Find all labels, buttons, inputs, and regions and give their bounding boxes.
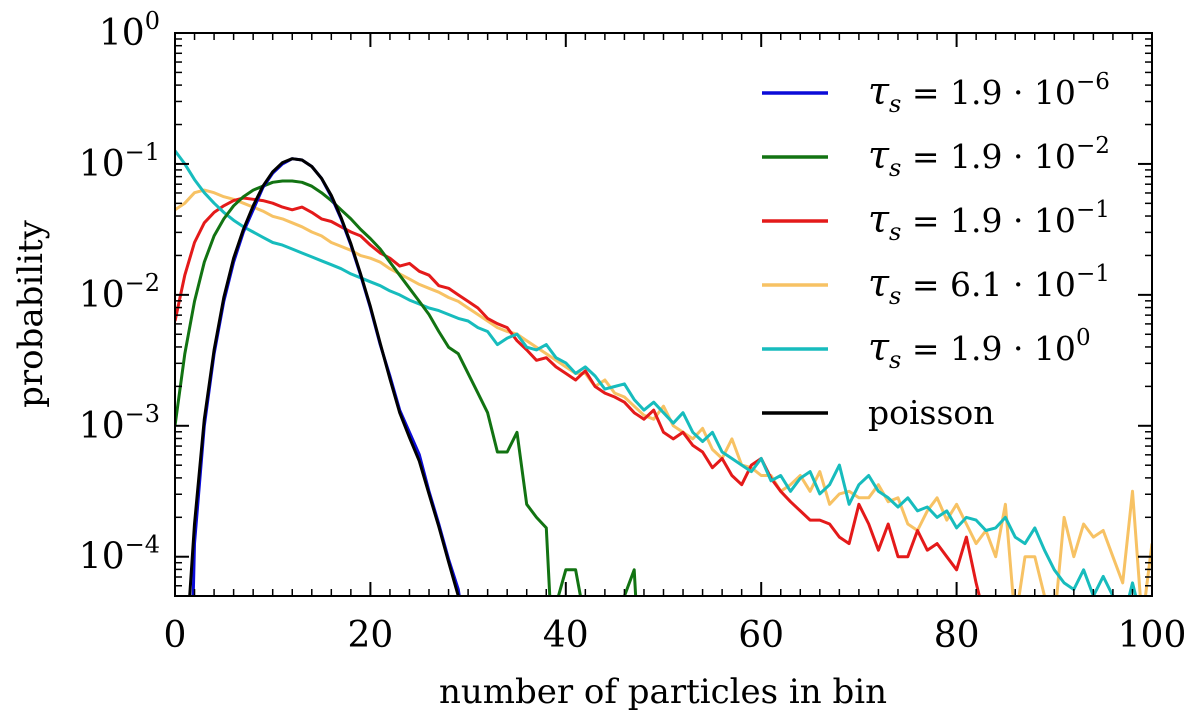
x-tick-label: 60 [738, 615, 784, 656]
series-layer [175, 149, 1152, 596]
y-tick-label: 10−2 [79, 269, 160, 316]
x-tick-label: 80 [934, 615, 980, 656]
legend-label: τs = 1.9 · 10−6 [868, 69, 1110, 118]
x-tick-label: 20 [347, 615, 393, 656]
x-tick-label: 100 [1118, 615, 1187, 656]
series-line-1 [175, 179, 638, 596]
legend-label: τs = 6.1 · 10−1 [868, 261, 1110, 310]
x-tick-label: 0 [164, 615, 187, 656]
y-axis-label: probability [11, 219, 51, 408]
legend-label: poisson [868, 393, 995, 432]
y-tick-label: 10−3 [79, 400, 160, 447]
series-line-2 [175, 196, 981, 596]
series-line-4 [175, 149, 1138, 596]
y-tick-label: 10−1 [79, 138, 160, 185]
series-line-5 [188, 157, 460, 596]
labels-layer: 0 20 40 60 80 100 100 10−1 10−2 10−3 10−4 [79, 7, 1187, 656]
legend-label: τs = 1.9 · 100 [868, 325, 1091, 374]
y-tick-label: 10−4 [79, 531, 160, 578]
series-line-0 [191, 157, 461, 596]
ticks-layer [174, 32, 1153, 596]
x-axis-label: number of particles in bin [439, 672, 887, 712]
legend: τs = 1.9 · 10−6 τs = 1.9 · 10−2 τs = 1.9 ·… [762, 69, 1110, 432]
plot-frame [174, 32, 1153, 597]
legend-label: τs = 1.9 · 10−1 [868, 197, 1110, 246]
y-tick-label: 100 [99, 7, 160, 54]
x-tick-label: 40 [543, 615, 589, 656]
series-line-3 [175, 188, 1152, 596]
legend-label: τs = 1.9 · 10−2 [868, 133, 1110, 182]
